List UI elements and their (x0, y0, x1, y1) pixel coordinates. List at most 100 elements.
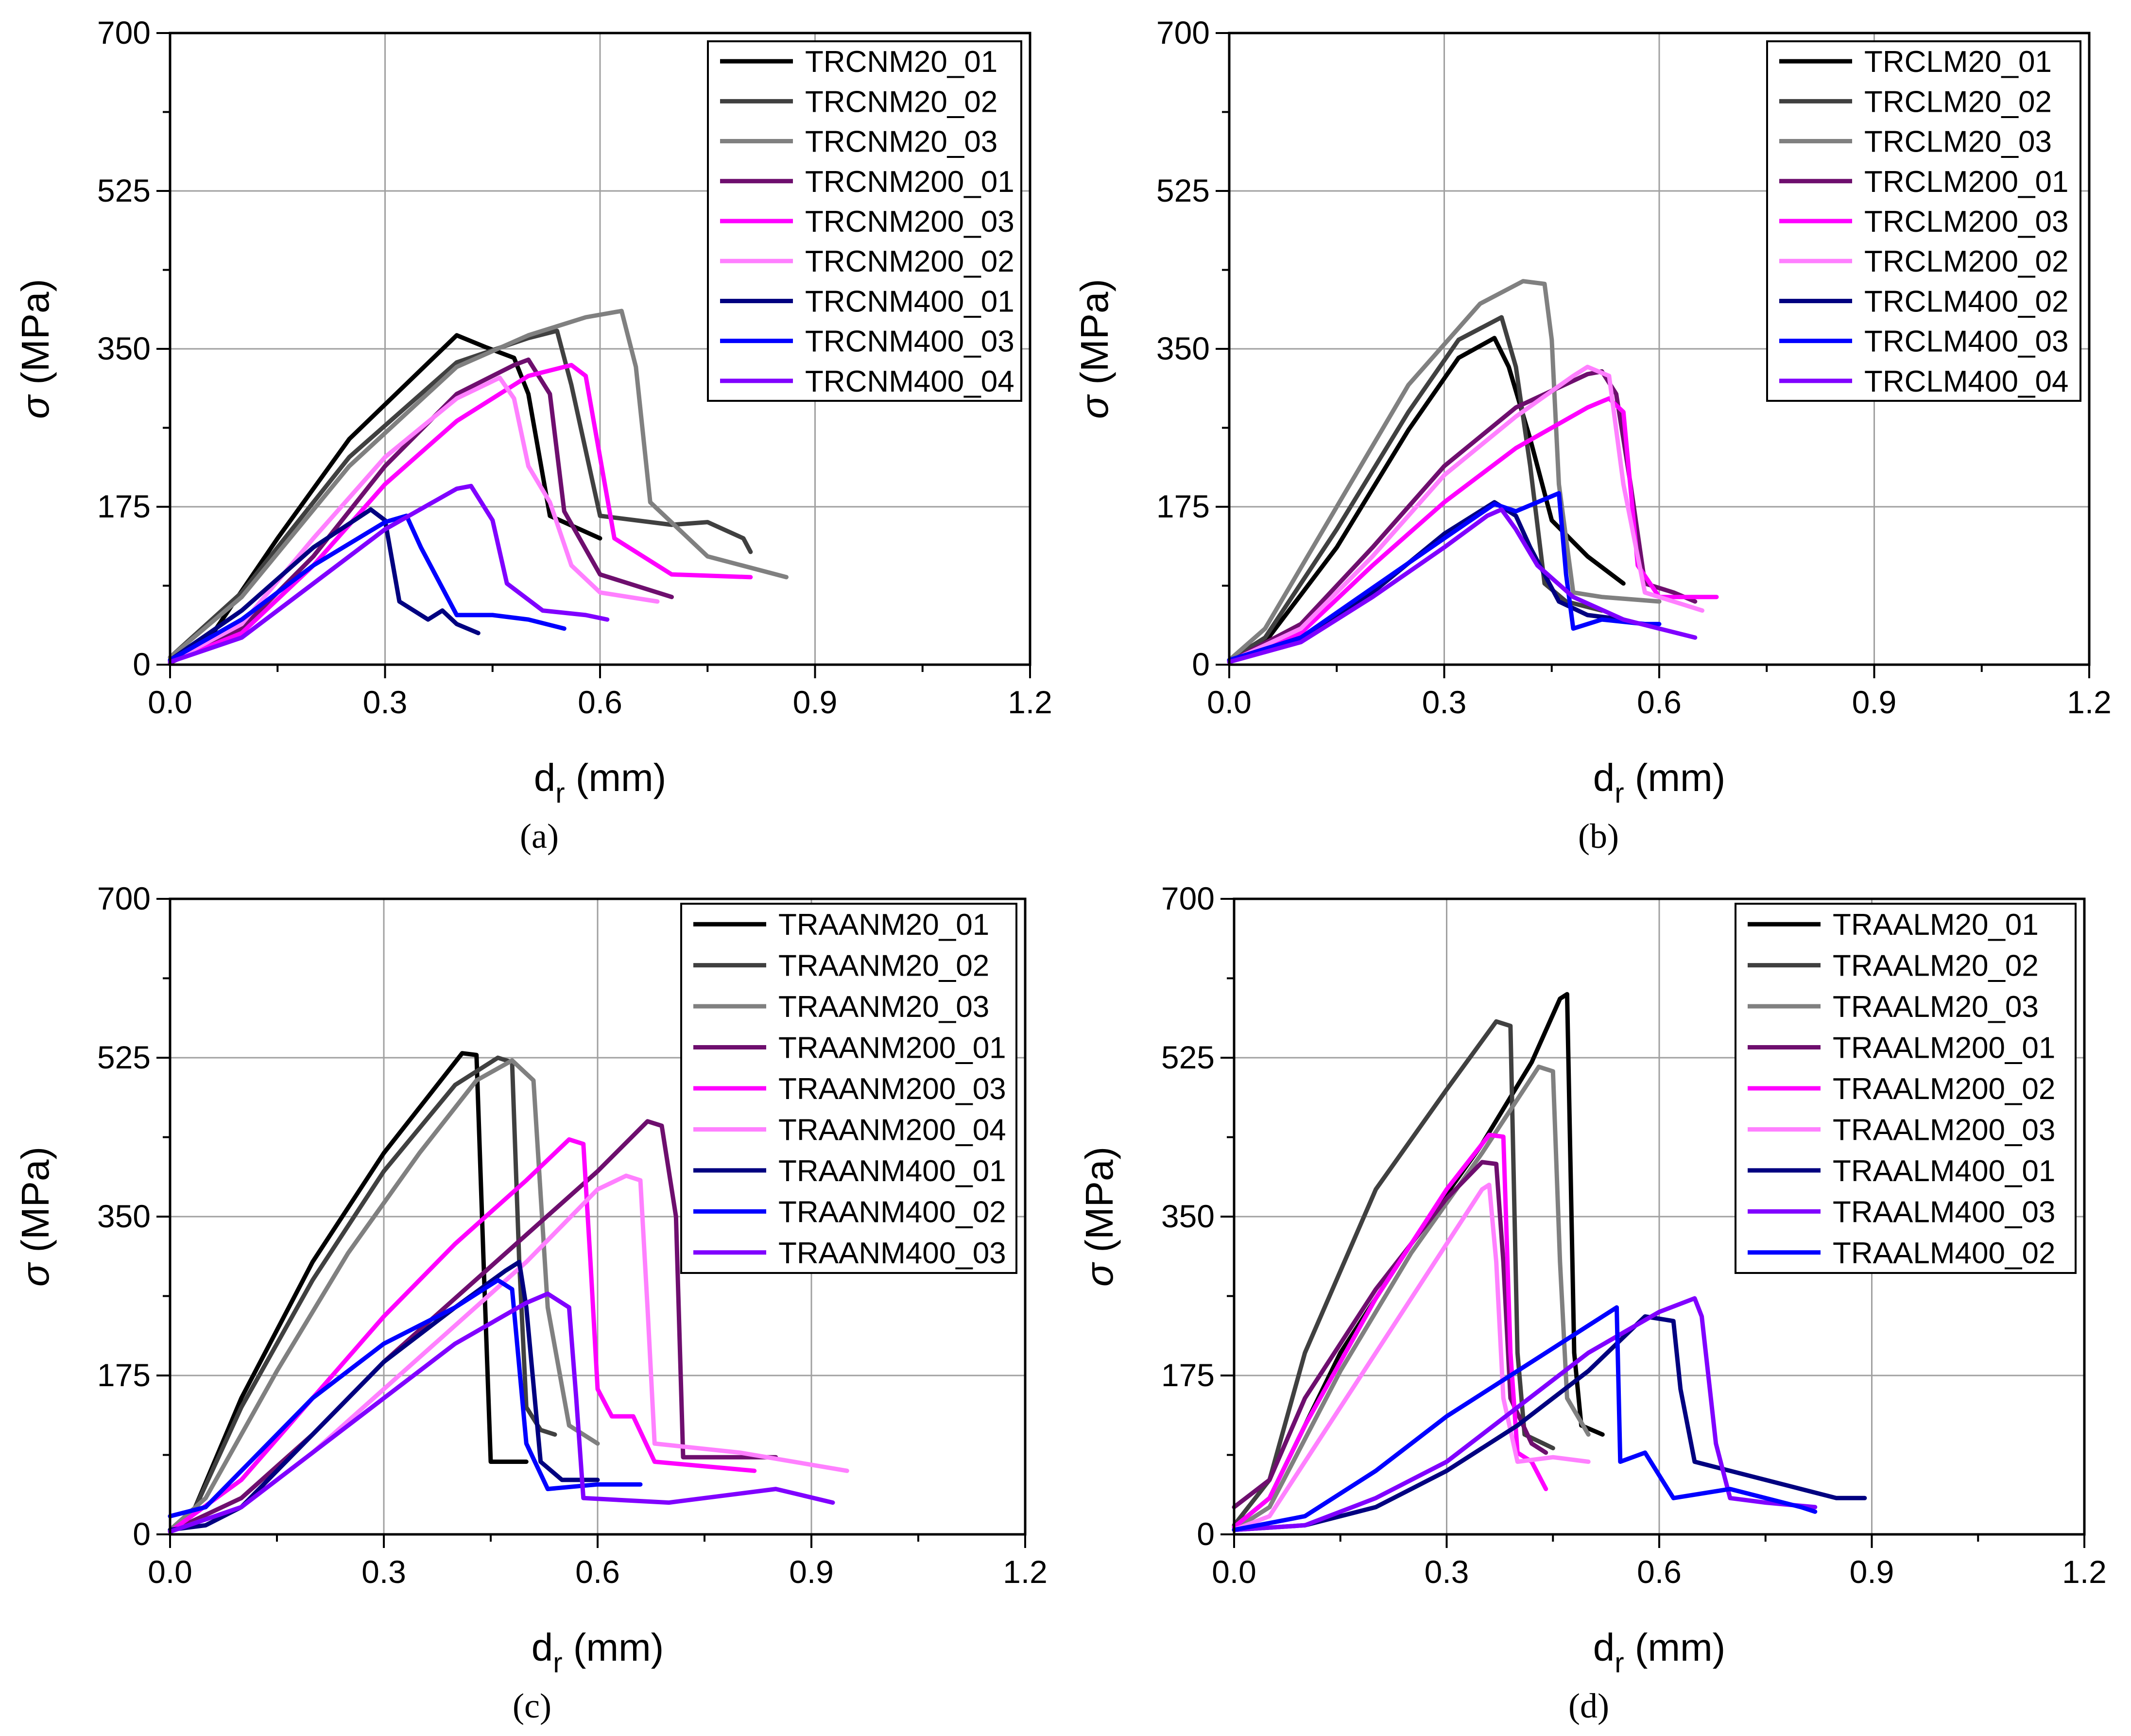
series-line-TRCLM200_02 (1227, 364, 1704, 664)
series-line-TRAALM400_02 (1232, 1305, 1818, 1532)
y-tick-label: 525 (97, 1039, 151, 1075)
x-tick-label: 0.6 (578, 684, 622, 720)
x-axis-title: dr (mm) (532, 1626, 664, 1679)
x-axis-title-unit: (mm) (563, 1626, 664, 1669)
x-tick-label: 0.0 (1212, 1554, 1256, 1590)
legend-label: TRAANM20_03 (778, 990, 989, 1024)
series-line-TRAANM400_02 (168, 1278, 643, 1519)
legend-label: TRCNM400_01 (805, 285, 1014, 318)
y-tick-label: 700 (97, 15, 151, 51)
x-tick-label: 0.6 (1637, 684, 1682, 720)
y-tick-label: 0 (133, 646, 151, 682)
x-tick-label: 0.9 (1852, 684, 1897, 720)
x-tick-label: 1.2 (2062, 1554, 2107, 1590)
series-line-TRAANM20_01 (168, 1051, 529, 1532)
y-tick-label: 700 (1156, 15, 1210, 51)
x-tick-label: 0.9 (789, 1554, 834, 1590)
series-line-TRCLM200_03 (1227, 396, 1719, 664)
y-tick-label: 350 (97, 1198, 151, 1234)
legend-label: TRCNM20_03 (805, 125, 997, 159)
x-axis-title-main: d (1593, 1626, 1615, 1669)
x-tick-label: 0.9 (793, 684, 838, 720)
legend-label: TRCLM200_03 (1864, 205, 2068, 239)
x-axis-title-sub: r (553, 1647, 562, 1679)
x-axis-title-main: d (534, 756, 556, 799)
x-tick-label: 0.0 (148, 1554, 192, 1590)
panel-caption: (b) (1578, 817, 1619, 856)
y-tick-label: 0 (1197, 1516, 1215, 1552)
y-axis-title-unit: (MPa) (1073, 279, 1116, 395)
y-tick-label: 175 (97, 1357, 151, 1393)
legend-label: TRCLM20_03 (1864, 125, 2052, 159)
series-line-TRCNM200_01 (168, 357, 674, 665)
legend-label: TRAALM200_02 (1833, 1072, 2055, 1106)
y-tick-label: 525 (1156, 172, 1210, 208)
y-tick-label: 175 (1156, 488, 1210, 524)
series-line-TRCNM400_03 (168, 514, 567, 663)
x-tick-label: 1.2 (1003, 1554, 1048, 1590)
ticks: 0.0 0.3 0.6 0.9 1.2 0 175 350 525 700 (1156, 15, 2112, 720)
y-axis-title-symbol: σ (14, 1262, 57, 1287)
legend-label: TRAANM20_01 (778, 908, 989, 942)
legend-label: TRAANM400_01 (778, 1154, 1006, 1188)
legend-label: TRCLM200_01 (1864, 165, 2068, 199)
y-tick-label: 700 (1161, 880, 1215, 916)
panel-caption: (a) (520, 817, 559, 856)
legend-label: TRAANM400_03 (778, 1237, 1006, 1270)
y-tick-label: 700 (97, 880, 151, 916)
legend-label: TRAALM200_01 (1833, 1031, 2055, 1065)
chart-panel-c: 0.0 0.3 0.6 0.9 1.2 0 175 350 525 700 dr (mm) σ (MP… (14, 880, 1048, 1725)
legend-label: TRCLM400_02 (1864, 285, 2068, 318)
y-axis-title-unit: (MPa) (14, 279, 57, 395)
x-axis-title: dr (mm) (534, 756, 667, 809)
x-axis-title-sub: r (1615, 1647, 1624, 1679)
chart-panel-a: 0.0 0.3 0.6 0.9 1.2 0 175 350 525 700 dr (mm) σ (MP… (14, 15, 1052, 856)
legend-label: TRAALM400_01 (1833, 1154, 2055, 1188)
series-line-TRAALM200_03 (1232, 1183, 1591, 1532)
legend-label: TRAALM400_02 (1833, 1237, 2055, 1270)
series-group (168, 309, 789, 665)
y-tick-label: 525 (1161, 1039, 1215, 1075)
x-tick-label: 0.6 (575, 1554, 620, 1590)
y-axis-title-symbol: σ (1078, 1262, 1121, 1287)
series-line-TRAANM20_03 (168, 1058, 600, 1532)
series-line-TRAANM20_02 (168, 1055, 557, 1532)
x-axis-title: dr (mm) (1593, 756, 1726, 809)
chart-panel-d: 0.0 0.3 0.6 0.9 1.2 0 175 350 525 700 dr (mm) σ (MP… (1078, 880, 2107, 1725)
legend-label: TRAALM20_03 (1833, 990, 2039, 1024)
series-line-TRAANM200_03 (168, 1137, 757, 1534)
series-line-TRCNM20_03 (168, 309, 789, 660)
series-group (1227, 279, 1719, 664)
x-tick-label: 0.3 (1425, 1554, 1469, 1590)
y-tick-label: 0 (1192, 646, 1210, 682)
legend-label: TRAANM200_01 (778, 1031, 1006, 1065)
x-axis-title-main: d (532, 1626, 553, 1669)
legend: TRAALM20_01 TRAALM20_02 TRAALM20_03 TRAALM2… (1735, 903, 2077, 1274)
y-axis-title: σ (MPa) (14, 279, 57, 419)
series-line-TRCNM400_01 (168, 507, 481, 663)
x-axis-title: dr (mm) (1593, 1626, 1726, 1679)
legend-label: TRCNM20_01 (805, 45, 997, 79)
x-axis-title-unit: (mm) (565, 756, 667, 799)
legend-label: TRAANM200_04 (778, 1113, 1006, 1147)
panel-caption: (c) (513, 1686, 551, 1725)
x-tick-label: 1.2 (1008, 684, 1052, 720)
legend-label: TRAALM200_03 (1833, 1113, 2055, 1147)
series-line-TRCLM400_03 (1227, 491, 1662, 663)
legend: TRCNM20_01 TRCNM20_02 TRCNM20_03 TRCNM200_0… (707, 40, 1022, 402)
legend: TRAANM20_01 TRAANM20_02 TRAANM20_03 TRAANM2… (680, 903, 1017, 1274)
series-line-TRCLM20_02 (1227, 315, 1604, 663)
y-axis-title-unit: (MPa) (14, 1147, 57, 1263)
legend-label: TRCNM400_03 (805, 325, 1014, 359)
x-tick-label: 0.3 (363, 684, 408, 720)
series-group (168, 1051, 849, 1534)
series-line-TRAALM400_01 (1232, 1314, 1867, 1532)
series-line-TRCNM200_02 (168, 375, 660, 664)
x-tick-label: 0.3 (1422, 684, 1467, 720)
legend-label: TRAALM20_02 (1833, 949, 2039, 983)
series-line-TRAALM200_01 (1232, 1160, 1548, 1510)
x-tick-label: 0.3 (361, 1554, 406, 1590)
x-tick-label: 0.0 (1207, 684, 1252, 720)
series-line-TRCNM400_04 (168, 483, 610, 664)
legend-label: TRCNM20_02 (805, 85, 997, 119)
